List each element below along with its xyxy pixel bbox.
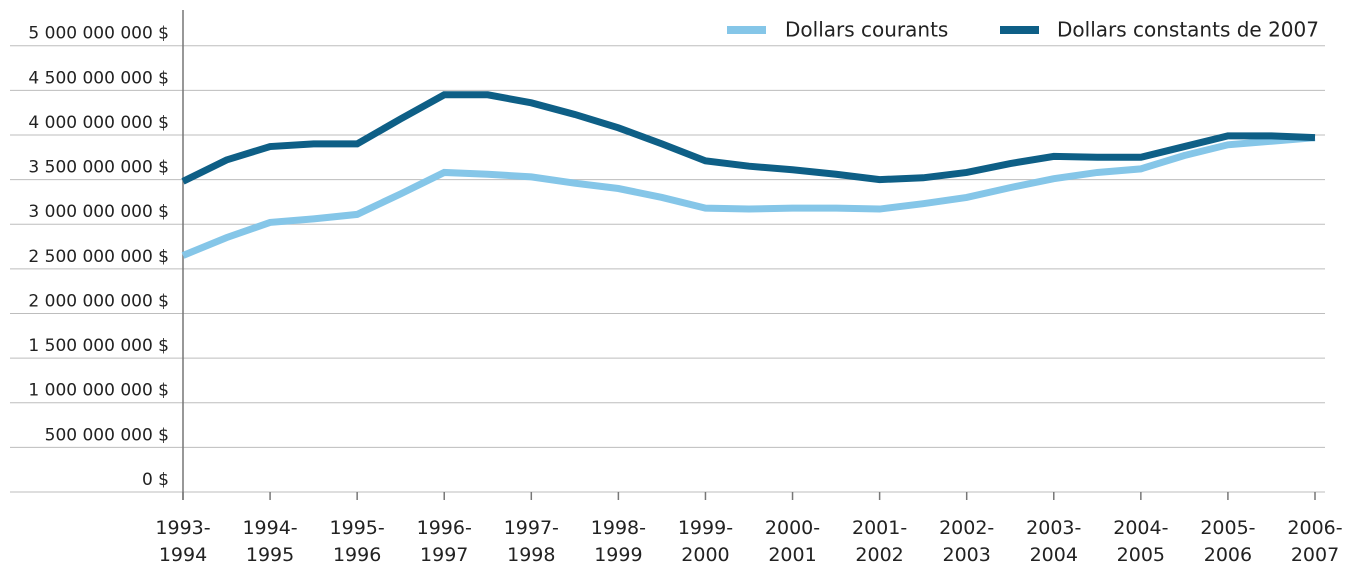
x-tick-label: 1996- 1997 (416, 517, 472, 566)
x-tick-label: 2005- 2006 (1200, 517, 1256, 566)
y-tick-label: 5 000 000 000 $ (28, 24, 169, 44)
x-tick-label: 2002- 2003 (939, 517, 995, 566)
y-tick-label: 1 500 000 000 $ (28, 336, 169, 356)
legend-swatch (1000, 26, 1039, 34)
series-line (181, 91, 1316, 185)
x-tick-label: 1997- 1998 (503, 517, 559, 566)
y-tick-label: 4 000 000 000 $ (28, 113, 169, 133)
y-tick-label: 500 000 000 $ (45, 425, 169, 445)
x-tick-label: 1993- 1994 (155, 517, 211, 566)
y-tick-label: 2 000 000 000 $ (28, 291, 169, 311)
y-tick-label: 2 500 000 000 $ (28, 247, 169, 267)
y-tick-label: 0 $ (142, 470, 169, 490)
x-tick-label: 2004- 2005 (1113, 517, 1169, 566)
y-tick-label: 1 000 000 000 $ (28, 381, 169, 401)
y-tick-label: 3 000 000 000 $ (28, 202, 169, 222)
legend-label: Dollars constants de 2007 (1057, 18, 1319, 42)
x-tick-label: 2000- 2001 (764, 517, 821, 566)
x-tick-label: 2006- 2007 (1287, 517, 1343, 566)
legend-swatch (727, 26, 766, 34)
x-tick-label: 1999- 2000 (677, 517, 734, 566)
legend-label: Dollars courants (785, 18, 948, 42)
y-tick-label: 4 500 000 000 $ (28, 68, 169, 88)
x-tick-label: 2003- 2004 (1026, 517, 1082, 566)
x-tick-label: 1998- 1999 (590, 517, 646, 566)
x-tick-label: 2001- 2002 (852, 517, 908, 566)
x-tick-label: 1995- 1996 (329, 517, 385, 566)
series-line (181, 134, 1316, 259)
x-tick-label: 1994- 1995 (242, 517, 298, 566)
y-tick-label: 3 500 000 000 $ (28, 158, 169, 178)
